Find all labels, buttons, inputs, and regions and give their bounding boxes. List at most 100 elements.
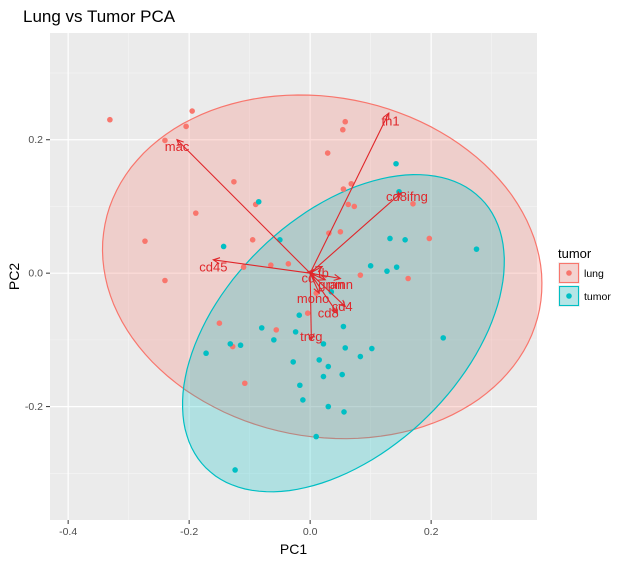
loading-arrowhead-cd45 [212, 257, 221, 265]
point-lung [357, 272, 364, 278]
loading-arrow-cd45 [213, 259, 311, 274]
point-lung [240, 264, 247, 270]
loading-arrow-th1 [309, 112, 390, 274]
point-lung [405, 275, 411, 282]
point-lung [273, 327, 280, 333]
point-tumor [341, 409, 347, 415]
legend-title: tumor [558, 246, 592, 261]
point-tumor [339, 371, 346, 378]
point-tumor [325, 403, 332, 410]
legend-label-lung: lung [584, 268, 604, 280]
point-tumor [297, 382, 303, 389]
loading-label-cd8: cd8 [318, 306, 339, 321]
point-lung [285, 261, 292, 267]
loading-label-th1: th1 [382, 114, 400, 129]
loading-arrow-treg [309, 273, 312, 340]
loading-arrow-cd8ifng [309, 192, 402, 274]
loading-arrow-cd4 [309, 272, 346, 307]
point-tumor [473, 246, 480, 252]
loading-arrow-tb [309, 266, 323, 274]
loading-arrowhead-cd8ifng [393, 192, 402, 200]
point-lung [348, 180, 355, 187]
legend-label-tumor: tumor [584, 291, 611, 303]
loading-arrowhead-th1 [382, 111, 390, 121]
point-tumor [357, 353, 364, 360]
point-tumor [393, 264, 400, 270]
point-tumor [316, 357, 323, 363]
point-tumor [387, 235, 393, 242]
point-lung [268, 262, 274, 268]
point-tumor [255, 198, 262, 205]
loading-arrowhead-cd8 [331, 306, 339, 315]
loading-label-mac: mac [165, 139, 190, 154]
point-tumor [393, 160, 399, 167]
loading-label-gran: gran [318, 277, 344, 292]
legend-key-point-tumor [566, 293, 572, 299]
loading-arrowhead-mono [313, 286, 320, 295]
point-lung [345, 201, 352, 208]
point-lung [162, 277, 168, 284]
point-tumor [227, 341, 234, 347]
loading-label-cd8ifng: cd8ifng [386, 189, 428, 204]
point-tumor [203, 350, 209, 357]
point-lung [216, 320, 223, 326]
point-lung [340, 186, 347, 192]
loading-arrow-gran [309, 272, 326, 281]
point-lung [324, 150, 331, 156]
ellipse-tumor [182, 173, 505, 493]
point-lung [304, 310, 311, 316]
loading-arrowhead-gran [318, 274, 327, 281]
point-tumor [340, 323, 347, 330]
point-tumor [300, 397, 306, 403]
point-lung [342, 118, 349, 125]
point-lung [351, 203, 358, 210]
point-tumor [292, 329, 299, 335]
loading-arrow-pmn [310, 272, 341, 280]
point-tumor [440, 335, 447, 341]
point-lung [426, 235, 433, 242]
point-lung [231, 178, 237, 185]
point-tumor [325, 363, 332, 370]
loading-arrowhead-tb [315, 265, 324, 273]
loading-arrowhead-treg [307, 333, 315, 342]
point-tumor [320, 341, 327, 347]
point-lung [183, 123, 189, 130]
point-tumor [277, 237, 283, 243]
point-tumor [296, 312, 303, 318]
point-lung [162, 137, 168, 144]
point-tumor [313, 433, 319, 440]
point-tumor [320, 373, 327, 380]
point-tumor [342, 345, 349, 351]
point-lung [410, 200, 416, 207]
data-points [107, 108, 480, 473]
x-tick-label: -0.2 [180, 526, 198, 538]
x-axis-title: PC1 [280, 541, 307, 557]
legend-key-point-lung [566, 270, 572, 276]
point-lung [249, 237, 256, 243]
loading-arrowhead-cd4 [338, 299, 347, 308]
point-tumor [402, 237, 408, 243]
loading-label-tb: tb [318, 266, 329, 281]
point-lung [337, 229, 344, 235]
point-lung [189, 108, 195, 114]
point-tumor [328, 289, 335, 295]
point-lung [142, 238, 148, 244]
loading-label-cd4: cd4 [332, 299, 353, 314]
x-tick-label: 0.0 [303, 526, 318, 538]
point-tumor [369, 345, 375, 352]
point-tumor [384, 268, 390, 274]
loading-arrow-cd8 [309, 272, 338, 314]
point-lung [192, 210, 199, 216]
point-lung [242, 380, 248, 387]
y-tick-label: 0.2 [28, 134, 43, 146]
legend: tumor lung tumor [558, 246, 611, 307]
chart-title: Lung vs Tumor PCA [23, 7, 176, 26]
point-tumor [232, 467, 238, 473]
grid-minor [50, 33, 537, 520]
point-lung [340, 126, 346, 133]
x-tick-label: -0.4 [59, 526, 77, 538]
loading-label-mono: mono [297, 291, 330, 306]
loading-arrowhead-mac [176, 138, 184, 147]
